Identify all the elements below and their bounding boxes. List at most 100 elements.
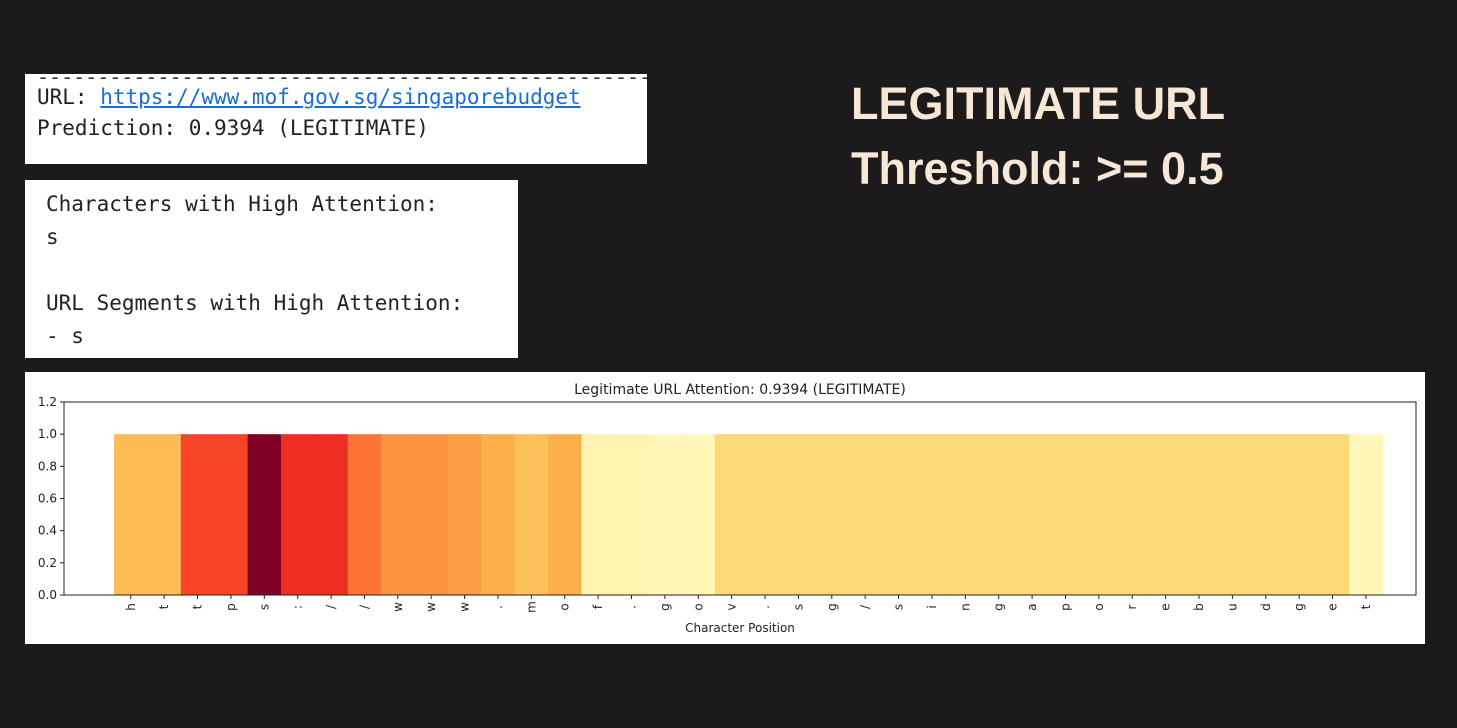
x-tick-label: p bbox=[1058, 603, 1072, 611]
x-tick-label: : bbox=[291, 605, 305, 609]
x-tick-label: h bbox=[124, 603, 138, 611]
x-tick-label: t bbox=[191, 604, 205, 609]
url-label: URL: bbox=[37, 85, 101, 109]
attention-bar bbox=[1282, 434, 1317, 595]
attention-chart: Legitimate URL Attention: 0.9394 (LEGITI… bbox=[38, 382, 1417, 635]
x-tick-label: t bbox=[1359, 604, 1373, 609]
attention-bar bbox=[581, 434, 616, 595]
x-tick-label: s bbox=[791, 604, 805, 610]
y-tick-label: 0.2 bbox=[38, 556, 57, 570]
attention-bar bbox=[681, 434, 716, 595]
verdict-heading: LEGITIMATE URL bbox=[851, 78, 1226, 129]
attention-bar bbox=[548, 434, 583, 595]
attention-bar bbox=[748, 434, 783, 595]
attention-bar bbox=[1082, 434, 1117, 595]
url-link[interactable]: https://www.mof.gov.sg/singaporebudget bbox=[100, 85, 581, 109]
x-tick-label: r bbox=[1125, 604, 1139, 609]
attention-bar bbox=[214, 434, 249, 595]
attention-bar bbox=[915, 434, 950, 595]
attention-bar bbox=[114, 434, 149, 595]
url-result-panel: ----------------------------------------… bbox=[25, 74, 647, 164]
attention-bar bbox=[881, 434, 916, 595]
y-axis: 0.0 0.2 0.4 0.6 0.8 1.0 1.2 bbox=[38, 395, 64, 602]
x-tick-label: g bbox=[1292, 603, 1306, 611]
x-tick-label: s bbox=[892, 604, 906, 610]
y-tick-label: 0.4 bbox=[38, 524, 57, 538]
attention-bar bbox=[614, 434, 649, 595]
chart-title: Legitimate URL Attention: 0.9394 (LEGITI… bbox=[574, 382, 906, 398]
x-tick-label: w bbox=[391, 602, 405, 612]
x-tick-label: o bbox=[691, 603, 705, 610]
attention-bar bbox=[1349, 434, 1384, 595]
x-tick-label: d bbox=[1259, 603, 1273, 611]
url-line: URL: https://www.mof.gov.sg/singaporebud… bbox=[37, 82, 647, 113]
attention-bar bbox=[247, 434, 282, 595]
x-tick-label: w bbox=[458, 602, 472, 612]
x-tick-label: o bbox=[558, 603, 572, 610]
attention-bar bbox=[1048, 434, 1083, 595]
attention-bar bbox=[648, 434, 683, 595]
x-tick-label: u bbox=[1225, 603, 1239, 611]
attention-bar bbox=[1249, 434, 1284, 595]
x-tick-label: n bbox=[958, 603, 972, 611]
segments-heading: URL Segments with High Attention: bbox=[46, 291, 464, 315]
x-tick-label: e bbox=[1159, 603, 1173, 610]
x-tick-label: g bbox=[658, 603, 672, 611]
attention-bar bbox=[1315, 434, 1350, 595]
x-tick-label: g bbox=[992, 603, 1006, 611]
chars-value: s bbox=[46, 225, 59, 249]
x-axis: h t t p s: / / w w w. m o f. g o v. s g / s i n g a p o r e b u d g e t bbox=[124, 595, 1373, 613]
prediction-line: Prediction: 0.9394 (LEGITIMATE) bbox=[37, 116, 429, 140]
x-tick-label: t bbox=[157, 604, 171, 609]
segments-value: - s bbox=[46, 324, 84, 348]
attention-bar bbox=[481, 434, 516, 595]
separator-line: ----------------------------------------… bbox=[37, 74, 647, 89]
attention-bar bbox=[514, 434, 549, 595]
x-tick-label: e bbox=[1326, 603, 1340, 610]
attention-bar bbox=[781, 434, 816, 595]
x-tick-label: . bbox=[625, 605, 639, 609]
x-tick-label: m bbox=[524, 601, 538, 613]
attention-bar bbox=[1015, 434, 1050, 595]
attention-bar bbox=[714, 434, 749, 595]
x-tick-label: / bbox=[324, 604, 338, 609]
chart-bars bbox=[114, 434, 1384, 595]
x-tick-label: a bbox=[1025, 603, 1039, 610]
x-tick-label: w bbox=[424, 602, 438, 612]
chars-heading: Characters with High Attention: bbox=[46, 192, 438, 216]
attention-bar bbox=[347, 434, 382, 595]
attention-bar bbox=[381, 434, 416, 595]
x-tick-label: . bbox=[758, 605, 772, 609]
x-tick-label: / bbox=[858, 604, 872, 609]
attention-bar bbox=[1115, 434, 1150, 595]
blank-line bbox=[46, 254, 518, 287]
x-axis-label: Character Position bbox=[685, 621, 795, 635]
x-tick-label: o bbox=[1092, 603, 1106, 610]
attention-summary-panel: Characters with High Attention: s URL Se… bbox=[25, 180, 518, 358]
attention-bar bbox=[815, 434, 850, 595]
x-tick-label: f bbox=[591, 604, 605, 609]
x-tick-label: v bbox=[725, 603, 739, 610]
threshold-heading: Threshold: >= 0.5 bbox=[851, 143, 1224, 194]
x-tick-label: b bbox=[1192, 603, 1206, 611]
attention-chart-panel: Legitimate URL Attention: 0.9394 (LEGITI… bbox=[25, 372, 1425, 644]
x-tick-label: p bbox=[224, 603, 238, 611]
x-tick-label: / bbox=[357, 604, 371, 609]
attention-bar bbox=[982, 434, 1017, 595]
y-tick-label: 0.6 bbox=[38, 492, 57, 506]
x-tick-label: g bbox=[825, 603, 839, 611]
attention-bar bbox=[1182, 434, 1217, 595]
x-tick-label: . bbox=[491, 605, 505, 609]
attention-bar bbox=[1148, 434, 1183, 595]
y-tick-label: 0.0 bbox=[38, 588, 57, 602]
y-tick-label: 1.0 bbox=[38, 427, 57, 441]
attention-bar bbox=[147, 434, 182, 595]
attention-bar bbox=[414, 434, 449, 595]
y-tick-label: 1.2 bbox=[38, 395, 57, 409]
x-tick-label: i bbox=[925, 605, 939, 608]
y-tick-label: 0.8 bbox=[38, 459, 57, 473]
attention-bar bbox=[180, 434, 215, 595]
attention-bar bbox=[1215, 434, 1250, 595]
attention-bar bbox=[314, 434, 349, 595]
attention-bar bbox=[848, 434, 883, 595]
